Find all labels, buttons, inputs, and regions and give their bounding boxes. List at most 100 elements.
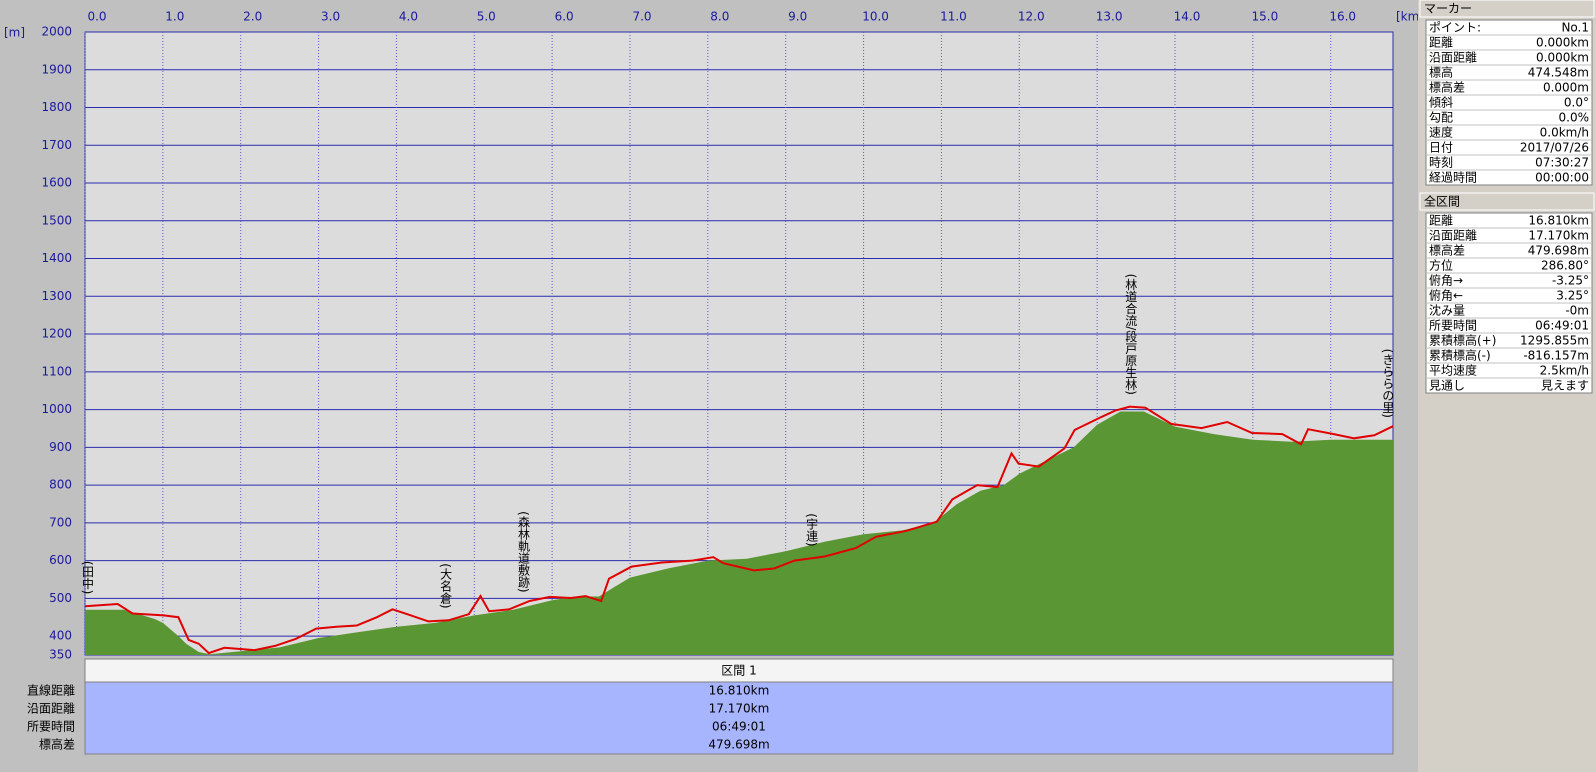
row-value: 00:00:00 — [1535, 171, 1589, 185]
row-label: 傾斜 — [1429, 96, 1453, 110]
row-label: 方位 — [1429, 258, 1453, 273]
row-value: 0.0% — [1559, 111, 1590, 125]
y-tick-label: 500 — [49, 591, 72, 605]
row-value: 2.5km/h — [1540, 364, 1589, 378]
waypoint-label: (きららの里) — [1381, 349, 1395, 418]
y-tick-label: 1100 — [41, 364, 72, 378]
section-value: 479.698m — [708, 738, 769, 752]
panel-title: マーカー — [1424, 2, 1472, 16]
terrain-area — [85, 411, 1393, 655]
row-label: 累積標高(-) — [1429, 348, 1491, 363]
track-line — [84, 405, 1394, 655]
waypoint-label: (田中) — [81, 561, 95, 594]
y-tick-label: 1700 — [41, 138, 72, 152]
y-tick-label: 1900 — [41, 62, 72, 76]
x-tick-label: 0.0 — [87, 10, 106, 24]
y-tick-label: 600 — [49, 553, 72, 567]
row-value: -0m — [1565, 304, 1589, 318]
x-tick-label: 5.0 — [477, 10, 496, 24]
row-value: 16.810km — [1528, 214, 1589, 228]
y-tick-label: 1200 — [41, 327, 72, 341]
row-label: 俯角→ — [1429, 273, 1463, 288]
row-label: 速度 — [1429, 125, 1453, 140]
row-label: 時刻 — [1429, 156, 1453, 170]
y-tick-label: 350 — [49, 648, 72, 662]
x-tick-label: 4.0 — [399, 10, 418, 24]
row-value: 474.548m — [1528, 66, 1589, 80]
row-value: 17.170km — [1528, 229, 1589, 243]
row-label: 累積標高(+) — [1429, 333, 1496, 348]
row-value: 286.80° — [1541, 259, 1589, 273]
x-tick-label: 12.0 — [1018, 10, 1045, 24]
row-label: 平均速度 — [1429, 363, 1477, 378]
x-tick-label: 8.0 — [710, 10, 729, 24]
row-value: 0.000km — [1536, 51, 1589, 65]
row-value: -816.157m — [1523, 349, 1589, 363]
y-tick-label: 1500 — [41, 213, 72, 227]
row-label: 沿面距離 — [1429, 51, 1477, 65]
row-value: 0.0° — [1564, 96, 1589, 110]
x-tick-label: 11.0 — [940, 10, 967, 24]
x-tick-label: 7.0 — [632, 10, 651, 24]
panel-header — [1419, 192, 1595, 211]
y-tick-label: 1000 — [41, 402, 72, 416]
row-label: 沈み量 — [1429, 303, 1465, 318]
section-label: 標高差 — [39, 737, 75, 752]
row-label: 所要時間 — [1429, 319, 1477, 333]
waypoint-label: (林道合流/段戸原生林) — [1124, 274, 1138, 395]
row-label: ポイント: — [1429, 21, 1481, 35]
y-tick-label: 1400 — [41, 251, 72, 265]
row-value: 1295.855m — [1520, 334, 1589, 348]
row-label: 標高差 — [1429, 80, 1465, 95]
y-tick-label: 800 — [49, 478, 72, 492]
x-tick-label: 15.0 — [1251, 10, 1278, 24]
row-value: -3.25° — [1552, 274, 1589, 288]
row-label: 俯角← — [1429, 288, 1463, 303]
x-tick-label: 9.0 — [788, 10, 807, 24]
panel-table — [1425, 19, 1593, 186]
row-value: 07:30:27 — [1535, 156, 1589, 170]
row-label: 勾配 — [1429, 111, 1453, 125]
row-value: 2017/07/26 — [1520, 141, 1589, 155]
row-label: 距離 — [1429, 36, 1453, 50]
section-value: 16.810km — [709, 684, 770, 698]
x-tick-label: 6.0 — [555, 10, 574, 24]
section-value: 17.170km — [709, 702, 770, 716]
x-tick-label: 2.0 — [243, 10, 262, 24]
x-tick-label: 1.0 — [165, 10, 184, 24]
panel-header — [1419, 0, 1595, 18]
y-tick-label: 1600 — [41, 176, 72, 190]
row-value: 0.000km — [1536, 36, 1589, 50]
section-label: 沿面距離 — [27, 702, 75, 716]
row-value: 06:49:01 — [1535, 319, 1589, 333]
x-tick-label: 13.0 — [1096, 10, 1123, 24]
row-label: 沿面距離 — [1429, 229, 1477, 243]
row-label: 経過時間 — [1429, 171, 1477, 185]
x-tick-label: 10.0 — [862, 10, 889, 24]
row-label: 標高差 — [1429, 243, 1465, 258]
waypoint-label: (森林軌道敷跡) — [517, 511, 531, 592]
section-label: 所要時間 — [27, 720, 75, 734]
row-value: 0.000m — [1543, 81, 1589, 95]
row-value: 479.698m — [1528, 244, 1589, 258]
waypoint-label: (宇連) — [805, 513, 819, 546]
waypoint-label: (大名倉) — [439, 563, 453, 608]
row-label: 標高 — [1429, 65, 1453, 80]
y-axis-label: [m] — [4, 26, 25, 40]
x-axis-label: [km] — [1396, 10, 1424, 24]
section-body — [84, 681, 1394, 755]
row-label: 見通し — [1429, 379, 1465, 393]
x-tick-label: 14.0 — [1174, 10, 1201, 24]
section-title: 区間 1 — [721, 664, 756, 678]
y-tick-label: 1300 — [41, 289, 72, 303]
row-value: 0.0km/h — [1540, 126, 1589, 140]
x-tick-label: 3.0 — [321, 10, 340, 24]
y-tick-label: 1800 — [41, 100, 72, 114]
y-tick-label: 400 — [49, 629, 72, 643]
y-tick-label: 700 — [49, 515, 72, 529]
section-label: 直線距離 — [27, 683, 75, 698]
y-tick-label: 2000 — [41, 25, 72, 39]
row-label: 日付 — [1429, 141, 1453, 155]
